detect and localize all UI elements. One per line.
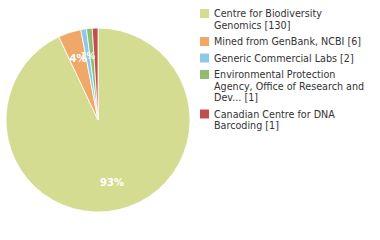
legend: Centre for BiodiversityGenomics [130] Min…: [200, 8, 364, 131]
legend-entry: Mined from GenBank, NCBI [6]: [214, 36, 361, 47]
slice: [86, 28, 98, 120]
legend-swatch: [200, 110, 209, 119]
slice: [6, 28, 190, 212]
chart: 93%4%1% Centre for BiodiversityGenomics […: [0, 0, 380, 240]
data-labels: 93%4%1%: [70, 51, 124, 188]
legend-swatch: [200, 54, 209, 63]
legend-swatch: [200, 9, 209, 18]
legend-swatch: [200, 37, 209, 46]
slice: [92, 28, 98, 120]
legend-entry: Generic Commercial Labs [2]: [214, 53, 354, 64]
legend-entry: Environmental ProtectionAgency, Office o…: [214, 69, 364, 103]
legend-entry: Canadian Centre for DNABarcoding [1]: [214, 109, 335, 132]
legend-entry: Centre for BiodiversityGenomics [130]: [214, 8, 322, 31]
slices: [6, 28, 190, 212]
slice: [81, 29, 98, 120]
data-label: 1%: [81, 51, 96, 61]
legend-swatch: [200, 70, 209, 79]
data-label: 93%: [100, 177, 124, 188]
